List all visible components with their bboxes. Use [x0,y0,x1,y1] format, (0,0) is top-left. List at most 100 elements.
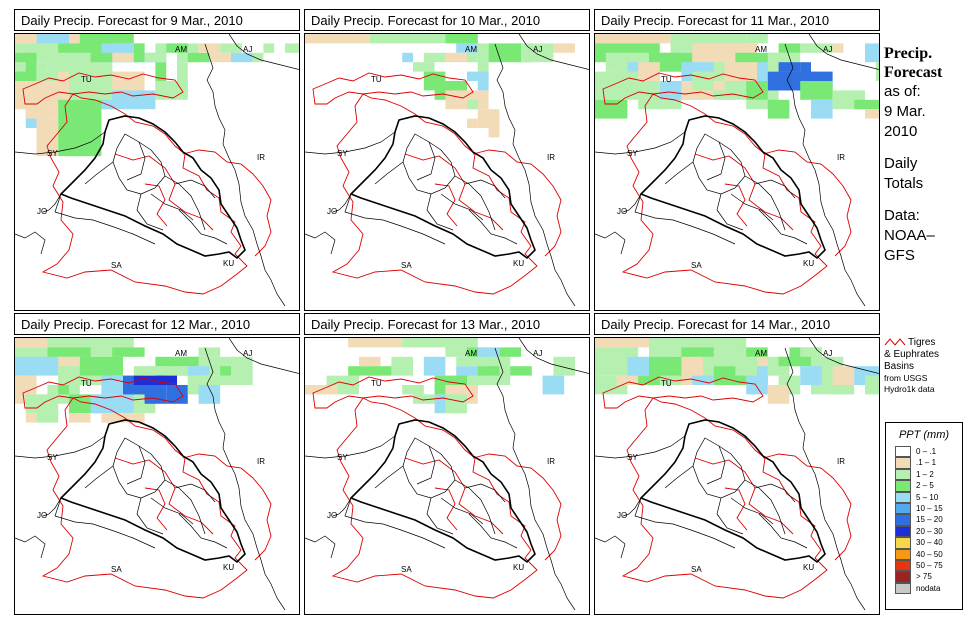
admin-boundary [754,179,796,199]
precip-cell [767,71,790,91]
admin-boundary [204,347,286,611]
admin-boundary [416,445,436,485]
precip-cell [627,375,660,385]
admin-boundary [15,131,106,155]
legend-item: 40 – 50 [895,548,962,560]
precip-cell [832,43,844,53]
precip-cell [305,34,370,44]
panel-title: Daily Precip. Forecast for 12 Mar., 2010 [14,313,300,335]
basin-legend: Tigres & Euphrates Basins from USGS Hydr… [882,337,970,395]
basin-boundary [434,487,458,531]
admin-boundary [15,535,46,559]
admin-boundary [54,497,156,549]
admin-boundary [464,179,506,199]
admin-boundary [692,437,746,499]
basin-boundary [41,93,248,295]
precip-cell [865,43,879,63]
country-label-sa: SA [691,565,702,574]
country-label-am: AM [755,349,767,358]
country-label-ir: IR [837,457,845,466]
country-label-sa: SA [111,261,122,270]
admin-boundary [228,338,299,374]
legend-item: 20 – 30 [895,525,962,538]
admin-boundary [716,497,744,535]
precip-cell [477,43,489,72]
as-of-label: as of: [884,83,921,100]
admin-boundary [664,465,694,489]
precip-cell [123,385,145,395]
admin-boundary [228,34,299,70]
legend-item: 1 – 2 [895,468,962,481]
admin-boundary [758,209,808,245]
admin-boundary [634,497,736,549]
country-label-sy: SY [627,149,638,158]
country-label-aj: AJ [823,349,832,358]
country-label-ku: KU [223,259,234,268]
precip-cell [101,43,134,53]
country-label-ir: IR [547,457,555,466]
admin-boundary [174,483,216,503]
country-label-tu: TU [661,379,672,388]
admin-boundary [305,535,336,559]
forecast-panel-6: Daily Precip. Forecast for 14 Mar., 2010… [594,313,880,615]
admin-boundary [758,513,808,549]
legend-item: 5 – 10 [895,491,962,503]
precip-cell [456,385,478,395]
precip-cell [402,385,424,395]
admin-boundary [15,435,106,459]
country-label-ku: KU [803,563,814,572]
country-label-sa: SA [401,565,412,574]
legend-swatch [895,514,911,526]
panel-title: Daily Precip. Forecast for 11 Mar., 2010 [594,9,880,31]
country-label-ku: KU [513,259,524,268]
precip-cell [595,99,628,119]
legend-item: 0 – .1 [895,446,962,458]
admin-boundary [595,535,626,559]
precip-cell [25,109,59,119]
country-label-ir: IR [837,153,845,162]
admin-boundary [84,465,114,489]
precip-cell [767,385,790,404]
admin-boundary [440,497,484,525]
admin-boundary [178,513,228,549]
precip-cell [757,356,768,367]
precip-cell [209,52,231,63]
legend-swatch [895,582,911,595]
admin-boundary [744,479,786,535]
precip-cell [348,366,381,376]
basin-line-icon [884,338,906,346]
precip-cell [467,375,500,385]
basin-boundary [762,149,852,257]
admin-boundary [136,193,164,231]
precip-cell [25,413,37,423]
country-label-jo: JO [617,511,627,520]
precip-cell [477,347,500,357]
admin-boundary [164,175,206,231]
precip-cell [187,52,210,63]
precip-layer [15,338,253,423]
precip-cell [865,109,879,119]
admin-boundary [730,193,774,221]
country-label-tu: TU [371,75,382,84]
basin-boundary [621,93,828,295]
country-label-aj: AJ [533,45,542,54]
precip-cell [499,347,521,357]
precip-cell [413,62,435,72]
legend-label: 5 – 10 [916,492,939,502]
admin-boundary [454,479,496,535]
basin-label-2: & Euphrates [884,349,940,360]
basin-boundary [724,487,748,531]
precip-cell [627,81,660,91]
precip-cell [746,375,768,395]
precip-layer [15,34,299,157]
admin-boundary [664,161,694,185]
precip-cell [800,347,822,357]
basin-boundary [312,72,474,105]
precip-cell [15,356,37,376]
admin-boundary [344,193,446,245]
admin-boundary [426,497,454,535]
legend-title: PPT (mm) [898,429,950,441]
country-label-aj: AJ [823,45,832,54]
legend-swatch [895,537,911,549]
precip-cell [413,394,435,404]
